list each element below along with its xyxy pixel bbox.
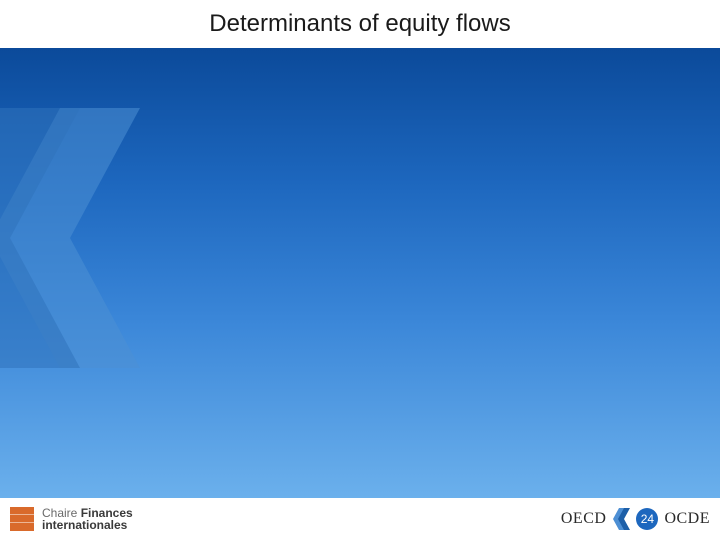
chaire-logo-text: Chaire Finances internationales [42, 507, 133, 531]
footer-right: OECD 24 OCDE [561, 508, 710, 530]
chaire-logo-icon [10, 507, 34, 531]
slide-body [0, 48, 720, 498]
chaire-logo-line2: internationales [42, 519, 133, 531]
watermark-chevrons-icon [0, 108, 180, 368]
footer-left-logo: Chaire Finances internationales [10, 507, 133, 531]
slide: Determinants of equity flows Chaire Fina… [0, 0, 720, 540]
title-bar: Determinants of equity flows [0, 0, 720, 48]
footer: Chaire Finances internationales OECD 24 … [0, 498, 720, 540]
oecd-chevrons-icon [612, 508, 630, 530]
oecd-label-left: OECD [561, 510, 607, 528]
oecd-label-right: OCDE [664, 510, 710, 528]
page-number-badge: 24 [636, 508, 658, 530]
slide-title: Determinants of equity flows [209, 10, 510, 38]
